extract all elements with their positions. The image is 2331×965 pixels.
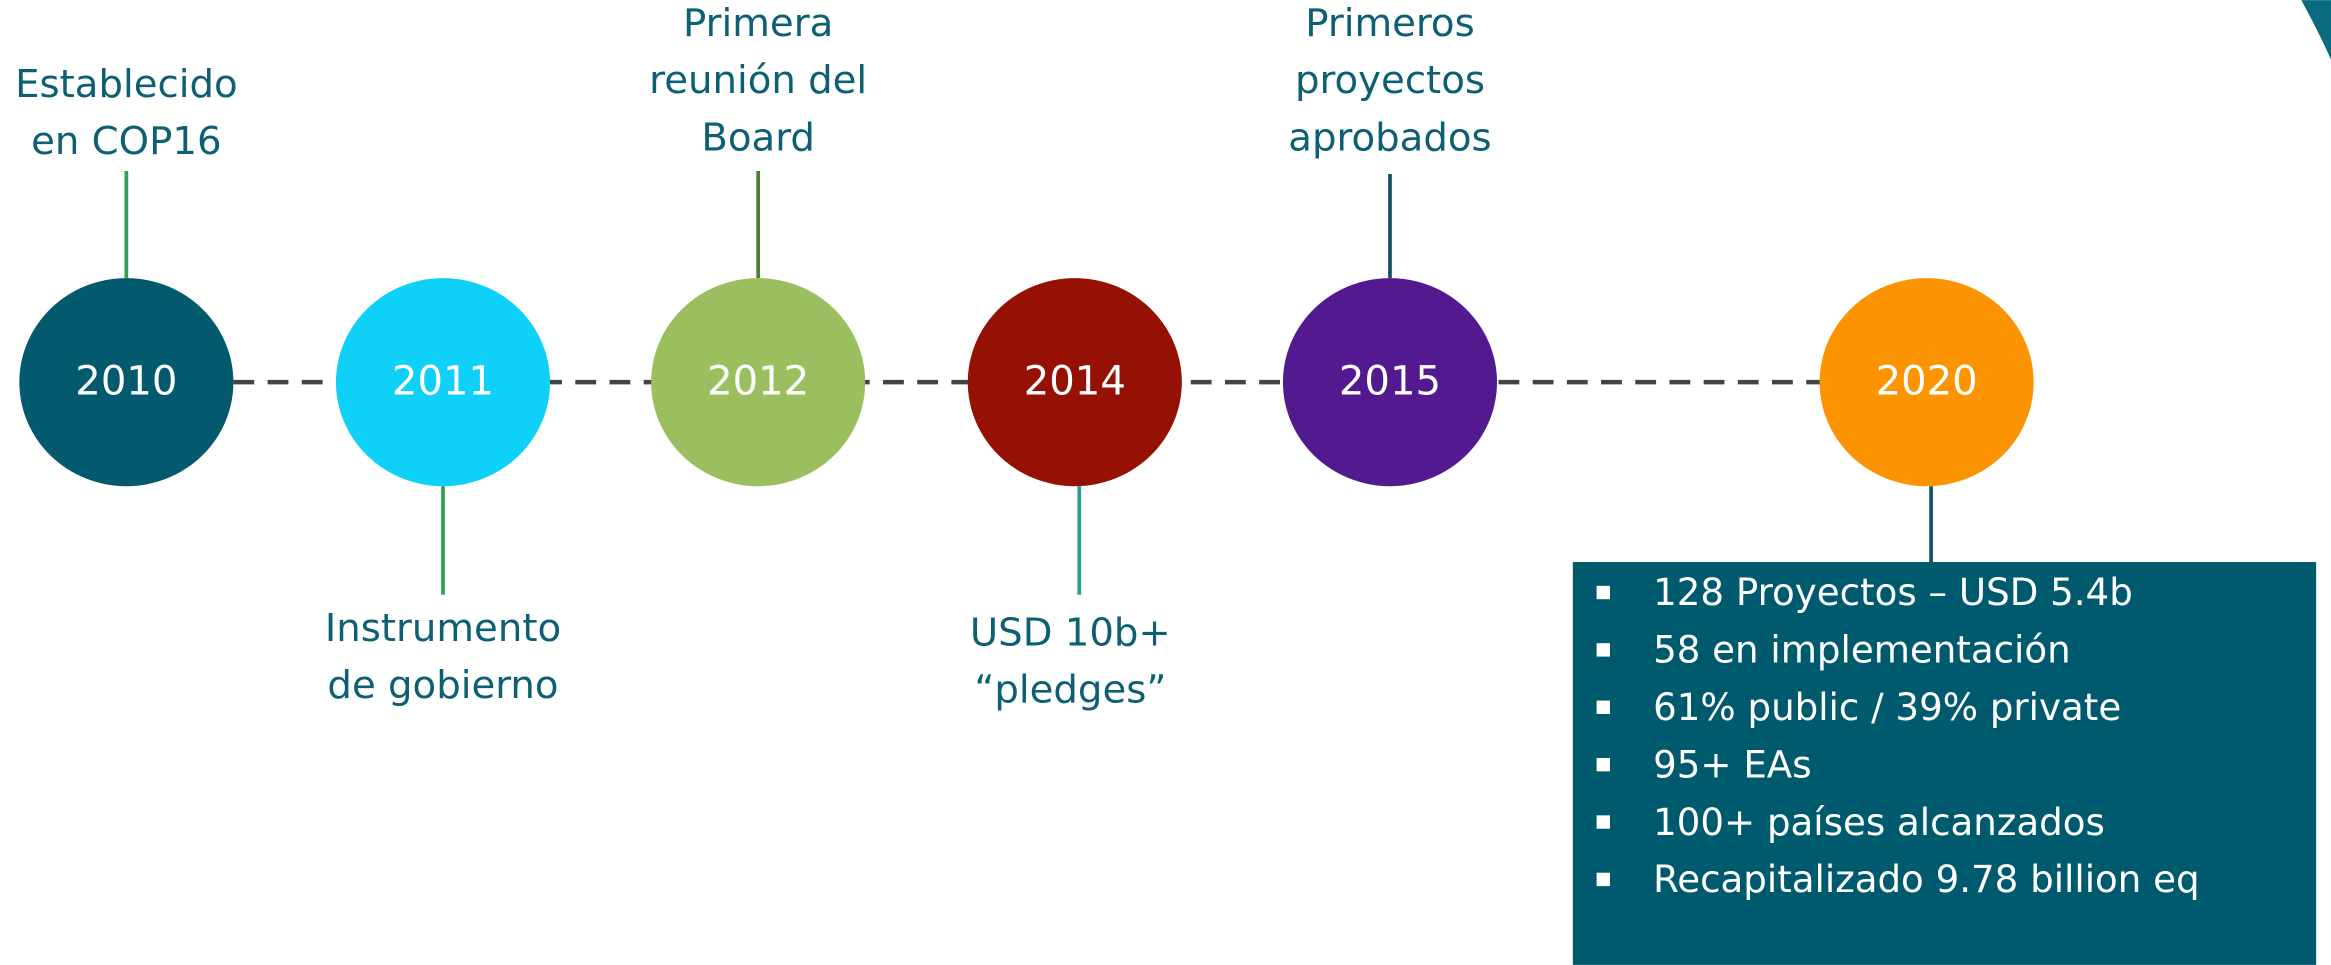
bullet: [1596, 815, 1610, 829]
summary-item: 128 Proyectos – USD 5.4b: [1653, 571, 2133, 614]
summary-item: 61% public / 39% private: [1653, 686, 2121, 729]
year-circle: [1282, 278, 1498, 487]
bullet: [1596, 585, 1610, 600]
milestone-label: en COP16: [31, 119, 221, 164]
corner-shape: [2301, 0, 2331, 60]
year-circle: [967, 278, 1182, 487]
milestone-label: USD 10b+: [970, 610, 1171, 655]
bullet: [1596, 757, 1610, 772]
year-circle: [1819, 278, 2034, 487]
summary-item: 95+ EAs: [1653, 743, 1811, 786]
summary-item: Recapitalizado 9.78 billion eq: [1653, 858, 2199, 901]
milestone-label: de gobierno: [327, 663, 558, 708]
summary-item: 100+ países alcanzados: [1653, 801, 2105, 844]
summary-item: 58 en implementación: [1653, 629, 2071, 672]
bullet: [1596, 643, 1610, 657]
milestone-label: Establecido: [15, 62, 238, 107]
year-label: 2012: [707, 359, 809, 405]
milestone-label: Instrumento: [325, 606, 561, 651]
milestone-label: “pledges”: [974, 668, 1166, 713]
year-label: 2010: [75, 359, 177, 405]
milestone-label: Primera: [683, 1, 833, 46]
year-label: 2015: [1339, 359, 1441, 405]
milestone-label: Board: [701, 115, 815, 160]
year-label: 2020: [1876, 359, 1978, 405]
milestone-label: reunión del: [649, 58, 867, 103]
milestone-label: aprobados: [1288, 115, 1491, 160]
year-circle: [19, 278, 234, 487]
summary-box: [1572, 562, 2317, 965]
year-label: 2011: [392, 359, 494, 405]
year-circle: [335, 278, 551, 487]
year-label: 2014: [1024, 359, 1126, 405]
year-circle: [651, 278, 866, 487]
bullet: [1596, 700, 1610, 714]
milestone-label: Primeros: [1305, 1, 1474, 46]
bullet: [1596, 872, 1610, 887]
milestone-label: proyectos: [1295, 58, 1485, 103]
